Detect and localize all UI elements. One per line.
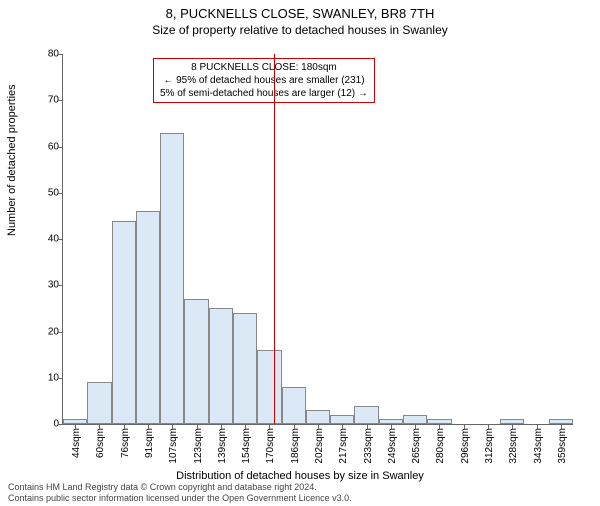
x-tick-mark (75, 424, 76, 429)
x-tick-label: 280sqm (435, 428, 446, 464)
x-tick-label: 296sqm (460, 428, 471, 464)
footer-attribution: Contains HM Land Registry data © Crown c… (8, 482, 352, 504)
x-tick-mark (172, 424, 173, 429)
histogram-bar (184, 299, 208, 424)
page-title: 8, PUCKNELLS CLOSE, SWANLEY, BR8 7TH (0, 6, 600, 21)
x-tick-label: 154sqm (241, 428, 252, 464)
footer-line-2: Contains public sector information licen… (8, 493, 352, 504)
x-tick-mark (148, 424, 149, 429)
histogram-bar (233, 313, 257, 424)
x-tick-label: 312sqm (484, 428, 495, 464)
x-tick-label: 107sqm (168, 428, 179, 464)
y-tick-mark (58, 424, 63, 425)
x-tick-mark (124, 424, 125, 429)
y-tick-mark (58, 239, 63, 240)
x-tick-label: 265sqm (411, 428, 422, 464)
x-tick-label: 91sqm (144, 428, 155, 458)
histogram-bar (160, 133, 184, 424)
histogram-bar (87, 382, 111, 424)
histogram-bar (112, 221, 136, 425)
x-tick-label: 328sqm (508, 428, 519, 464)
x-tick-mark (537, 424, 538, 429)
x-tick-mark (367, 424, 368, 429)
x-tick-mark (512, 424, 513, 429)
chart-container: 8, PUCKNELLS CLOSE, SWANLEY, BR8 7TH Siz… (0, 6, 600, 506)
x-tick-mark (342, 424, 343, 429)
y-axis-label: Number of detached properties (6, 84, 18, 236)
y-tick-mark (58, 193, 63, 194)
x-tick-mark (488, 424, 489, 429)
histogram-bar (209, 308, 233, 424)
y-tick-mark (58, 285, 63, 286)
x-tick-label: 249sqm (387, 428, 398, 464)
x-tick-label: 202sqm (314, 428, 325, 464)
x-tick-mark (415, 424, 416, 429)
histogram-bar (282, 387, 306, 424)
x-tick-mark (439, 424, 440, 429)
histogram-bar (257, 350, 281, 424)
x-tick-mark (294, 424, 295, 429)
histogram-bar (306, 410, 330, 424)
x-tick-label: 186sqm (290, 428, 301, 464)
annotation-line-2: ← 95% of detached houses are smaller (23… (160, 74, 368, 87)
chart-plot-area: 8 PUCKNELLS CLOSE: 180sqm ← 95% of detac… (62, 54, 573, 425)
footer-line-1: Contains HM Land Registry data © Crown c… (8, 482, 352, 493)
x-tick-mark (464, 424, 465, 429)
x-tick-mark (221, 424, 222, 429)
x-tick-mark (318, 424, 319, 429)
x-tick-label: 139sqm (217, 428, 228, 464)
x-tick-mark (245, 424, 246, 429)
x-tick-label: 170sqm (265, 428, 276, 464)
x-tick-mark (391, 424, 392, 429)
histogram-bar (403, 415, 427, 424)
x-tick-mark (269, 424, 270, 429)
x-tick-label: 44sqm (71, 428, 82, 458)
x-tick-label: 60sqm (95, 428, 106, 458)
x-tick-mark (197, 424, 198, 429)
annotation-line-1: 8 PUCKNELLS CLOSE: 180sqm (160, 61, 368, 74)
x-tick-label: 123sqm (193, 428, 204, 464)
x-tick-mark (561, 424, 562, 429)
y-tick-mark (58, 147, 63, 148)
x-tick-label: 76sqm (120, 428, 131, 458)
x-tick-label: 343sqm (533, 428, 544, 464)
page-subtitle: Size of property relative to detached ho… (0, 23, 600, 37)
y-tick-mark (58, 100, 63, 101)
x-tick-mark (99, 424, 100, 429)
y-tick-mark (58, 378, 63, 379)
annotation-line-3: 5% of semi-detached houses are larger (1… (160, 87, 368, 100)
x-tick-label: 359sqm (557, 428, 568, 464)
y-tick-mark (58, 54, 63, 55)
reference-line (274, 54, 275, 424)
annotation-box: 8 PUCKNELLS CLOSE: 180sqm ← 95% of detac… (153, 58, 375, 103)
y-tick-mark (58, 332, 63, 333)
histogram-bar (330, 415, 354, 424)
x-tick-label: 233sqm (363, 428, 374, 464)
histogram-bar (136, 211, 160, 424)
x-tick-label: 217sqm (338, 428, 349, 464)
histogram-bar (354, 406, 378, 425)
x-axis-label: Distribution of detached houses by size … (0, 470, 600, 482)
